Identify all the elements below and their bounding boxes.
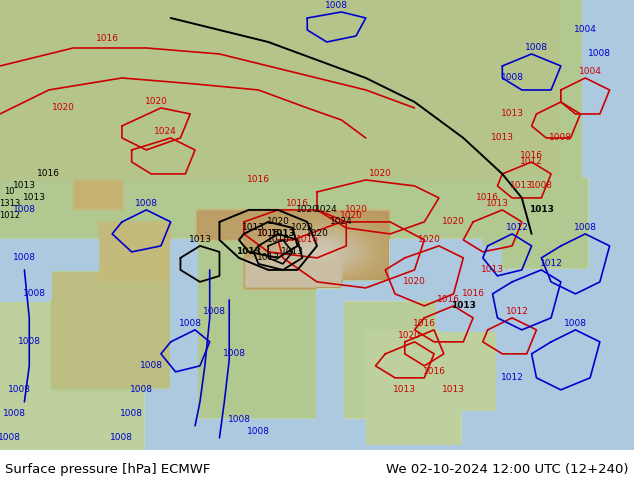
Text: 1008: 1008 bbox=[120, 409, 143, 418]
Text: 1008: 1008 bbox=[18, 337, 41, 346]
Text: 1024: 1024 bbox=[330, 218, 353, 226]
Text: 1013: 1013 bbox=[188, 235, 212, 245]
Text: 1013: 1013 bbox=[13, 181, 36, 191]
Text: 1020: 1020 bbox=[296, 205, 319, 215]
Text: 1008: 1008 bbox=[3, 409, 26, 418]
Text: 1020: 1020 bbox=[442, 218, 465, 226]
Text: 1020: 1020 bbox=[340, 211, 363, 220]
Text: 1008: 1008 bbox=[135, 199, 158, 208]
Text: 1008: 1008 bbox=[530, 181, 553, 191]
Text: 1016: 1016 bbox=[520, 151, 543, 160]
Text: 1013: 1013 bbox=[510, 181, 533, 191]
Text: 1013: 1013 bbox=[481, 266, 504, 274]
Text: 1008: 1008 bbox=[564, 319, 587, 328]
Text: 1013: 1013 bbox=[529, 205, 553, 215]
Text: 1008: 1008 bbox=[549, 133, 573, 143]
Text: 1016: 1016 bbox=[437, 295, 460, 304]
Text: 1008: 1008 bbox=[13, 205, 36, 215]
Text: 1020: 1020 bbox=[266, 218, 290, 226]
Text: 1008: 1008 bbox=[130, 385, 153, 394]
Text: 1008: 1008 bbox=[13, 253, 36, 263]
Text: 1004: 1004 bbox=[579, 68, 602, 76]
Text: 1024: 1024 bbox=[155, 127, 177, 136]
Text: 1013: 1013 bbox=[271, 229, 295, 239]
Text: 1020: 1020 bbox=[291, 223, 314, 232]
Text: 1008: 1008 bbox=[23, 290, 46, 298]
Text: 1008: 1008 bbox=[574, 223, 597, 232]
Text: 1012: 1012 bbox=[501, 373, 524, 382]
Text: 1020: 1020 bbox=[403, 277, 426, 286]
Text: 1016: 1016 bbox=[295, 235, 319, 245]
Text: 1016: 1016 bbox=[37, 170, 60, 178]
Text: 1008: 1008 bbox=[228, 416, 250, 424]
Text: 1016: 1016 bbox=[462, 290, 484, 298]
Text: 1012: 1012 bbox=[505, 223, 528, 232]
Text: 1012: 1012 bbox=[540, 259, 562, 269]
Text: 1024: 1024 bbox=[315, 205, 338, 215]
Text: 1008: 1008 bbox=[223, 349, 245, 358]
Text: 1013: 1013 bbox=[281, 247, 304, 256]
Text: 1008: 1008 bbox=[139, 361, 163, 370]
Text: 1020: 1020 bbox=[145, 98, 167, 106]
Text: 1020: 1020 bbox=[369, 170, 392, 178]
Text: 1012: 1012 bbox=[520, 157, 543, 167]
Text: 1008: 1008 bbox=[179, 319, 202, 328]
Text: 1016: 1016 bbox=[247, 175, 270, 184]
Text: 1016: 1016 bbox=[96, 34, 119, 44]
Text: 1008: 1008 bbox=[501, 74, 524, 82]
Text: Surface pressure [hPa] ECMWF: Surface pressure [hPa] ECMWF bbox=[5, 463, 210, 476]
Text: 1020: 1020 bbox=[52, 103, 75, 113]
Text: 1016: 1016 bbox=[476, 194, 499, 202]
Text: 1008: 1008 bbox=[525, 44, 548, 52]
Text: 1008: 1008 bbox=[203, 307, 226, 317]
Text: We 02-10-2024 12:00 UTC (12+240): We 02-10-2024 12:00 UTC (12+240) bbox=[387, 463, 629, 476]
Text: 1020: 1020 bbox=[418, 235, 441, 245]
Text: 1008: 1008 bbox=[110, 433, 133, 442]
Text: 1013: 1013 bbox=[393, 385, 417, 394]
Text: 1016: 1016 bbox=[286, 199, 309, 208]
Text: 1013: 1013 bbox=[486, 199, 509, 208]
Text: 1013: 1013 bbox=[491, 133, 514, 143]
Text: 1016: 1016 bbox=[413, 319, 436, 328]
Text: 1008: 1008 bbox=[8, 385, 31, 394]
Text: 1012: 1012 bbox=[0, 211, 20, 220]
Text: 1013: 1013 bbox=[451, 301, 476, 310]
Text: 1016: 1016 bbox=[257, 229, 280, 239]
Text: 1020: 1020 bbox=[398, 331, 421, 341]
Text: 1020: 1020 bbox=[306, 229, 328, 239]
Text: 1016: 1016 bbox=[257, 229, 280, 239]
Text: 1008: 1008 bbox=[588, 49, 611, 58]
Text: 1013: 1013 bbox=[257, 253, 280, 263]
Text: 1013: 1013 bbox=[236, 247, 261, 256]
Text: 1004: 1004 bbox=[574, 25, 597, 34]
Text: 1016: 1016 bbox=[266, 235, 290, 245]
Text: 1013: 1013 bbox=[23, 194, 46, 202]
Text: 1008: 1008 bbox=[325, 1, 348, 10]
Text: 1313: 1313 bbox=[0, 199, 20, 208]
Text: 1020: 1020 bbox=[344, 205, 368, 215]
Text: 1012: 1012 bbox=[505, 307, 528, 317]
Text: 1013: 1013 bbox=[501, 109, 524, 119]
Text: 1013: 1013 bbox=[442, 385, 465, 394]
Text: 1016: 1016 bbox=[422, 368, 446, 376]
Text: 1008: 1008 bbox=[247, 427, 270, 436]
Text: 1008: 1008 bbox=[0, 433, 22, 442]
Text: 1013: 1013 bbox=[242, 223, 265, 232]
Text: 10: 10 bbox=[4, 187, 15, 196]
